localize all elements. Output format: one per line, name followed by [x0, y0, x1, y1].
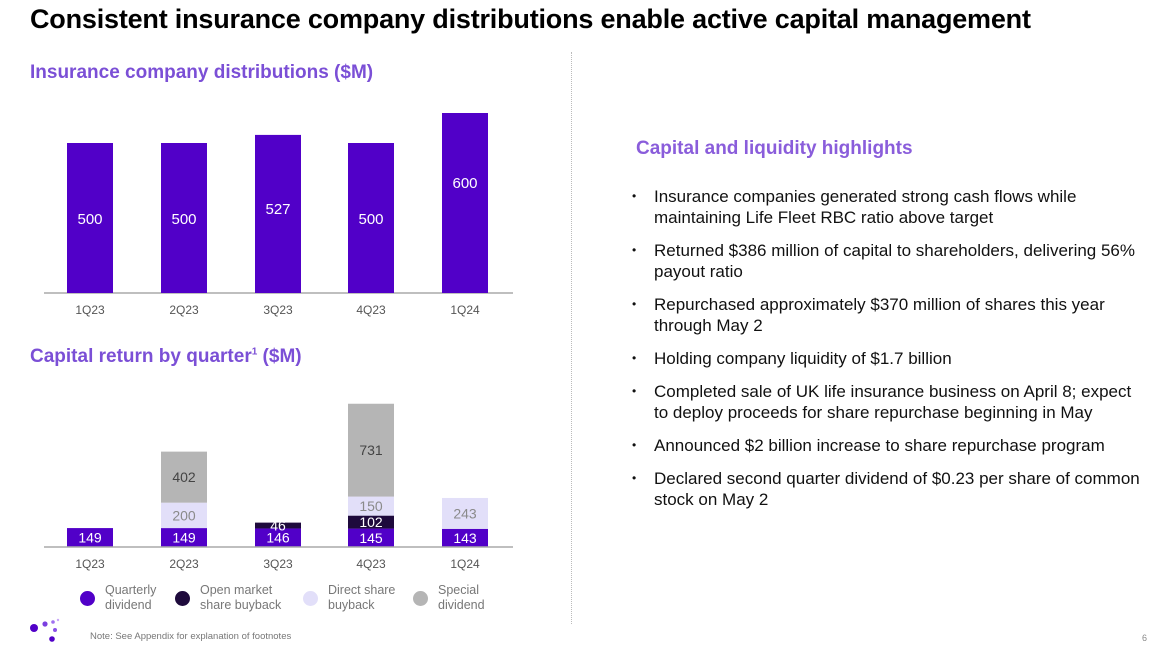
legend-label: Direct share buyback — [328, 583, 396, 612]
highlight-item: Declared second quarter dividend of $0.2… — [630, 468, 1140, 510]
stack-segment-2Q23 — [161, 528, 207, 547]
bar-1Q23 — [67, 143, 113, 293]
bar-3Q23 — [255, 134, 301, 293]
divider — [571, 52, 572, 624]
x-tick-label: 2Q23 — [169, 557, 199, 571]
bar-label: 527 — [265, 201, 290, 218]
x-tick-label: 1Q23 — [75, 303, 105, 317]
stack-segment-1Q24 — [442, 528, 488, 547]
bar-label: 600 — [452, 175, 477, 192]
stack-segment-1Q23 — [67, 528, 113, 547]
x-tick-label: 1Q23 — [75, 557, 105, 571]
segment-label: 200 — [172, 507, 196, 523]
legend-swatch — [175, 590, 190, 606]
bar-2Q23 — [161, 143, 207, 293]
x-tick-label: 1Q24 — [450, 303, 480, 317]
segment-label: 402 — [172, 469, 196, 485]
stack-segment-3Q23 — [255, 522, 301, 529]
legend-label: Open market share buyback — [200, 583, 282, 612]
x-tick-label: 1Q24 — [450, 557, 480, 571]
stack-segment-4Q23 — [348, 403, 394, 497]
segment-label: 243 — [453, 505, 477, 521]
bar-label: 500 — [358, 211, 383, 228]
chart2-title-text: Capital return by quarter — [30, 346, 252, 367]
bar-label: 500 — [171, 211, 196, 228]
highlights-list: Insurance companies generated strong cas… — [630, 186, 1140, 522]
footnote: Note: See Appendix for explanation of fo… — [90, 631, 292, 642]
highlight-item: Completed sale of UK life insurance busi… — [630, 381, 1140, 423]
highlight-item: Announced $2 billion increase to share r… — [630, 435, 1140, 456]
bar-4Q23 — [348, 143, 394, 293]
highlight-item: Returned $386 million of capital to shar… — [630, 240, 1140, 282]
page-number: 6 — [1142, 633, 1148, 643]
slide-title: Consistent insurance company distributio… — [30, 4, 1031, 34]
segment-label: 46 — [270, 518, 286, 534]
segment-label: 102 — [359, 514, 383, 530]
segment-label: 143 — [453, 530, 477, 546]
x-tick-label: 3Q23 — [263, 303, 293, 317]
highlight-item: Repurchased approximately $370 million o… — [630, 294, 1140, 336]
legend-swatch — [303, 590, 318, 606]
legend-item: Open market share buyback — [175, 583, 281, 613]
stack-segment-4Q23 — [348, 515, 394, 529]
segment-label: 150 — [359, 498, 383, 514]
x-tick-label: 2Q23 — [169, 303, 199, 317]
highlights-title: Capital and liquidity highlights — [636, 138, 913, 159]
company-logo — [30, 618, 60, 642]
footnote-marker: 1 — [251, 346, 258, 358]
legend-label: Quarterly dividend — [105, 583, 157, 612]
legend-swatch — [80, 590, 95, 606]
segment-label: 149 — [78, 530, 102, 546]
stack-segment-4Q23 — [348, 496, 394, 516]
stack-segment-2Q23 — [161, 451, 207, 503]
segment-label: 145 — [359, 530, 383, 546]
x-tick-label: 4Q23 — [356, 557, 386, 571]
x-tick-label: 3Q23 — [263, 557, 293, 571]
segment-label: 146 — [266, 530, 290, 546]
legend-item: Quarterly dividend — [80, 583, 156, 613]
segment-label: 149 — [172, 530, 196, 546]
legend-label: Special dividend — [438, 583, 485, 612]
stack-segment-4Q23 — [348, 528, 394, 547]
stack-segment-3Q23 — [255, 528, 301, 547]
legend-item: Special dividend — [413, 583, 485, 613]
stack-segment-2Q23 — [161, 502, 207, 529]
legend-swatch — [413, 590, 428, 606]
legend-item: Direct share buyback — [303, 583, 395, 613]
bar-label: 500 — [77, 211, 102, 228]
chart2-title-unit: ($M) — [257, 346, 302, 367]
chart1-title: Insurance company distributions ($M) — [30, 62, 374, 83]
highlight-item: Holding company liquidity of $1.7 billio… — [630, 348, 1140, 369]
segment-label: 731 — [359, 442, 383, 458]
chart2-title: Capital return by quarter1 ($M) — [30, 346, 302, 368]
bar-1Q24 — [442, 113, 488, 293]
stack-segment-1Q24 — [442, 497, 488, 529]
highlight-item: Insurance companies generated strong cas… — [630, 186, 1140, 228]
x-tick-label: 4Q23 — [356, 303, 386, 317]
